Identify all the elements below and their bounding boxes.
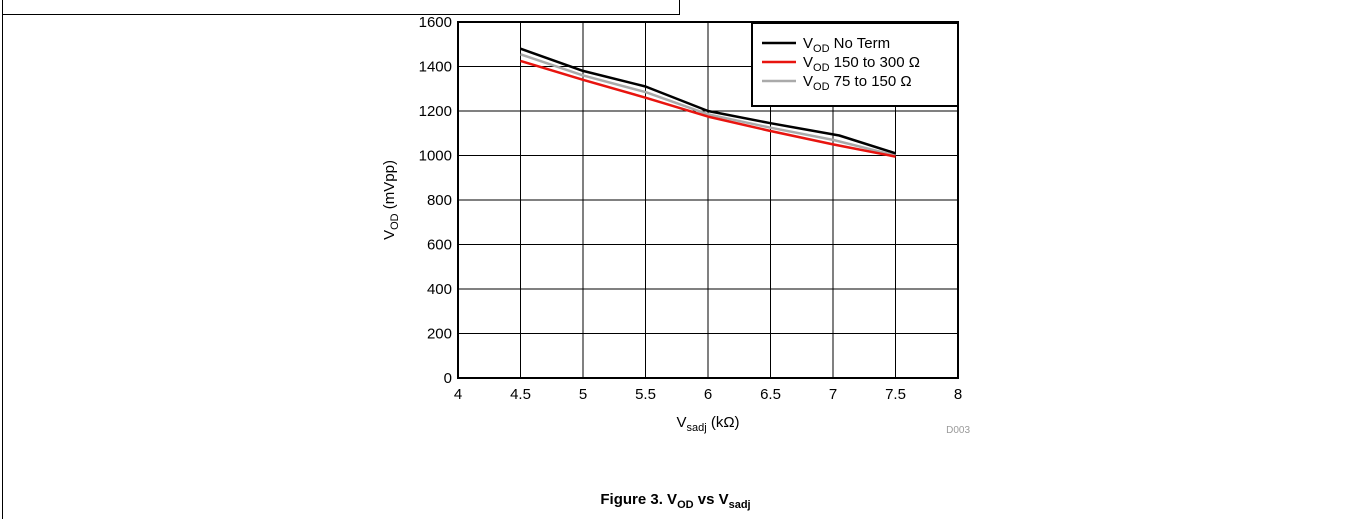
y-tick-labels: 0 200 400 600 800 1000 1200 1400 1600 [419,14,452,387]
y-tick-label: 1200 [419,103,452,120]
y-axis-label: VOD (mVpp) [381,160,401,240]
series-line-3 [520,53,896,157]
x-tick-label: 5.5 [635,386,656,403]
figure-code: D003 [946,425,970,436]
x-tick-label: 4 [454,386,462,403]
y-tick-label: 1600 [419,14,452,31]
x-tick-label: 8 [954,386,962,403]
legend-box [751,22,959,107]
x-tick-label: 4.5 [510,386,531,403]
y-tick-label: 1400 [419,59,452,76]
series-lines [520,47,896,158]
x-tick-labels: 4 4.5 5 5.5 6 6.5 7 7.5 8 [454,386,962,403]
legend-label-2: VOD 150 to 300 Ω [803,54,920,74]
series-line-2 [520,59,896,158]
y-tick-label: 600 [427,237,452,254]
series-line-1 [520,47,896,155]
x-tick-label: 5 [579,386,587,403]
y-tick-label: 800 [427,192,452,209]
y-tick-label: 200 [427,326,452,343]
y-tick-label: 1000 [419,148,452,165]
x-axis-label: Vsadj (kΩ) [676,414,739,434]
page-border-left [2,0,3,519]
y-tick-label: 0 [444,370,452,387]
page-border-top [2,14,679,15]
legend-label-1: VOD No Term [803,35,890,55]
plot-frame [457,21,959,379]
x-tick-label: 7 [829,386,837,403]
y-tick-label: 400 [427,281,452,298]
x-tick-label: 7.5 [885,386,906,403]
legend-label-3: VOD 75 to 150 Ω [803,73,912,93]
x-tick-label: 6 [704,386,712,403]
x-tick-label: 6.5 [760,386,781,403]
figure-caption: Figure 3. VOD vs Vsadj [600,491,751,511]
page-border-divider [679,0,680,15]
